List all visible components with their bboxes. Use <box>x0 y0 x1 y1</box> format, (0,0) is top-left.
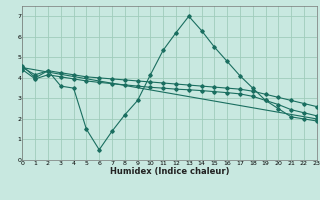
X-axis label: Humidex (Indice chaleur): Humidex (Indice chaleur) <box>110 167 229 176</box>
